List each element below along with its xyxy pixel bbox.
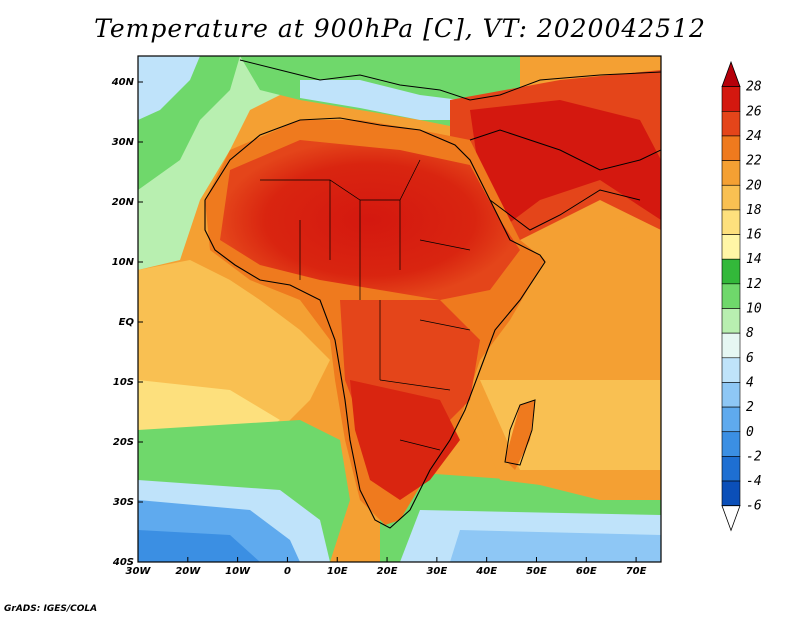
colorbar-bottom-arrow bbox=[721, 505, 741, 532]
lon-tick-label: 20E bbox=[377, 566, 398, 577]
lon-tick-label: 70E bbox=[626, 566, 647, 577]
lat-tick-label: 40S bbox=[112, 557, 134, 568]
colorbar-segment bbox=[721, 308, 741, 334]
africa-coastline bbox=[204, 117, 546, 529]
lon-tick-label: 30E bbox=[426, 566, 447, 577]
colorbar-label: 2 bbox=[746, 400, 754, 415]
lat-tick-label: 10N bbox=[112, 257, 135, 268]
colorbar-segment bbox=[721, 258, 741, 285]
colorbar-segment bbox=[721, 283, 741, 309]
colorbar-label: 10 bbox=[746, 302, 762, 317]
colorbar-label: 8 bbox=[746, 326, 754, 341]
lat-tick-label: 40N bbox=[111, 77, 135, 88]
colorbar-label: 14 bbox=[746, 252, 762, 267]
colorbar-label: -4 bbox=[746, 474, 762, 489]
colorbar-segment bbox=[721, 357, 741, 383]
colorbar-segment bbox=[721, 86, 741, 112]
lat-tick-label: 20S bbox=[113, 437, 134, 448]
colorbar-label: -2 bbox=[746, 449, 762, 464]
lon-ticks: 30W 20W 10W 0 10E 20E 30E 40E 50E 60E 70E bbox=[126, 557, 647, 577]
lon-tick-label: 20W bbox=[175, 566, 201, 577]
colorbar-segment bbox=[721, 209, 741, 235]
colorbar-label: 16 bbox=[746, 228, 762, 243]
lon-tick-label: 10W bbox=[225, 566, 251, 577]
colorbar-segment bbox=[721, 382, 741, 408]
colorbar-segment bbox=[721, 332, 741, 359]
country-borders bbox=[260, 159, 471, 451]
colorbar-segment bbox=[721, 480, 741, 506]
lat-tick-label: 30N bbox=[112, 137, 135, 148]
lon-tick-label: 60E bbox=[576, 566, 597, 577]
colorbar-label: 26 bbox=[746, 104, 762, 119]
lat-tick-label: 10S bbox=[113, 377, 134, 388]
colorbar-label: 18 bbox=[746, 203, 762, 218]
colorbar-segment bbox=[721, 234, 741, 260]
colorbar-label: 28 bbox=[746, 80, 762, 95]
lon-tick-label: 30W bbox=[126, 566, 152, 577]
grads-credit: GrADS: IGES/COLA bbox=[4, 604, 98, 614]
colorbar-label: 4 bbox=[746, 375, 754, 390]
lat-tick-label: 20N bbox=[112, 197, 135, 208]
colorbar-label: 6 bbox=[746, 351, 754, 366]
lat-tick-label: EQ bbox=[119, 317, 135, 328]
lat-ticks: 40N 30N 20N 10N EQ 10S 20S 30S 40S bbox=[111, 77, 143, 568]
colorbar-segment bbox=[721, 135, 741, 161]
arabia-coastline bbox=[469, 129, 661, 231]
lon-tick-label: 50E bbox=[526, 566, 547, 577]
colorbar-label: 22 bbox=[746, 154, 762, 169]
colorbar-segment bbox=[721, 431, 741, 457]
colorbar-label: 0 bbox=[746, 425, 754, 440]
lon-tick-label: 40E bbox=[475, 566, 497, 577]
europe-coastline bbox=[239, 59, 661, 101]
colorbar-label: -6 bbox=[746, 499, 762, 514]
plot-frame bbox=[137, 55, 662, 563]
colorbar-segment bbox=[721, 406, 741, 433]
colorbar-segment bbox=[721, 111, 741, 137]
colorbar-segment bbox=[721, 456, 741, 482]
colorbar-top-arrow bbox=[721, 60, 741, 88]
chart-title: Temperature at 900hPa [C], VT: 202004251… bbox=[94, 14, 706, 43]
colorbar-label: 20 bbox=[746, 178, 762, 193]
madagascar-coastline bbox=[504, 399, 536, 466]
colorbar-segment bbox=[721, 184, 741, 211]
lon-tick-label: 0 bbox=[284, 566, 291, 577]
colorbar-label: 12 bbox=[746, 277, 762, 292]
lon-tick-label: 10E bbox=[327, 566, 348, 577]
lat-tick-label: 30S bbox=[113, 497, 134, 508]
colorbar-segment bbox=[721, 160, 741, 186]
colorbar-label: 24 bbox=[746, 129, 762, 144]
